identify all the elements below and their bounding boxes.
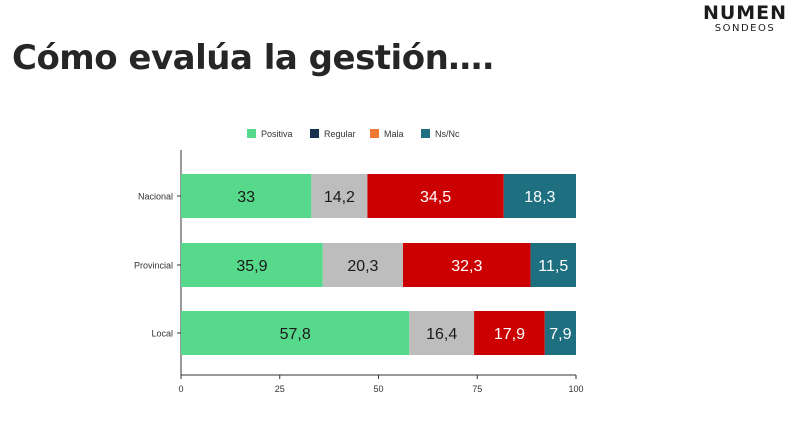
x-tick-label: 0 bbox=[178, 384, 183, 394]
x-tick-label: 25 bbox=[275, 384, 285, 394]
legend-label: Mala bbox=[384, 129, 404, 139]
data-label: 17,9 bbox=[494, 326, 525, 343]
data-label: 11,5 bbox=[538, 258, 568, 275]
data-label: 20,3 bbox=[347, 258, 378, 275]
bar-segment bbox=[503, 174, 576, 218]
data-label: 57,8 bbox=[280, 326, 311, 343]
bar-segment bbox=[311, 174, 368, 218]
brand-subtitle: SONDEOS bbox=[714, 23, 776, 34]
bar-segment bbox=[530, 243, 576, 287]
data-label: 34,5 bbox=[420, 189, 451, 206]
data-label: 18,3 bbox=[524, 189, 555, 206]
bar-segment bbox=[181, 243, 323, 287]
data-label: 32,3 bbox=[451, 258, 482, 275]
brand-name: NUMEN bbox=[702, 2, 788, 24]
data-label: 16,4 bbox=[426, 326, 457, 343]
x-tick-label: 75 bbox=[472, 384, 482, 394]
category-label: Local bbox=[151, 329, 173, 339]
page-title: Cómo evalúa la gestión…. bbox=[12, 38, 495, 78]
category-label: Nacional bbox=[138, 192, 173, 202]
bar-segment bbox=[544, 311, 576, 355]
bar-segment bbox=[181, 311, 410, 355]
x-tick-label: 100 bbox=[568, 384, 583, 394]
legend-label: Regular bbox=[324, 129, 356, 139]
bar-segment bbox=[322, 243, 403, 287]
legend-label: Ns/Nc bbox=[435, 129, 460, 139]
data-label: 33 bbox=[237, 189, 255, 206]
brand-logo: NUMEN SONDEOS bbox=[700, 2, 790, 34]
legend-swatch bbox=[421, 129, 430, 138]
bar-segment bbox=[474, 311, 545, 355]
legend-label: Positiva bbox=[261, 129, 293, 139]
legend-swatch bbox=[370, 129, 379, 138]
data-label: 7,9 bbox=[549, 326, 571, 343]
data-label: 14,2 bbox=[324, 189, 355, 206]
bar-segment bbox=[181, 174, 312, 218]
data-label: 35,9 bbox=[236, 258, 267, 275]
bar-segment bbox=[402, 243, 531, 287]
bar-segment bbox=[367, 174, 504, 218]
x-tick-label: 50 bbox=[373, 384, 383, 394]
bar-segment bbox=[409, 311, 475, 355]
category-label: Provincial bbox=[134, 261, 173, 271]
legend-swatch bbox=[247, 129, 256, 138]
legend-swatch bbox=[310, 129, 319, 138]
